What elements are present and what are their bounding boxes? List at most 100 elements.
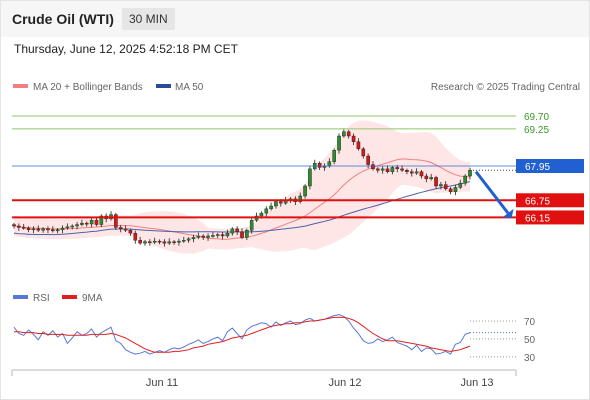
candle-body	[31, 228, 36, 231]
candle-body	[220, 234, 225, 237]
candle-body	[177, 240, 181, 243]
candle-body	[114, 214, 118, 228]
forecast-arrow-head	[502, 208, 514, 218]
rsi-ma-line	[14, 316, 471, 353]
candle-body	[395, 167, 400, 170]
candle-body	[356, 141, 361, 150]
current-price-tag	[516, 159, 584, 173]
candle-body	[75, 224, 79, 227]
candle-body	[332, 150, 336, 162]
candle-body	[361, 148, 366, 157]
candle-body	[453, 187, 458, 192]
candle-body	[17, 225, 21, 228]
candle-body	[240, 231, 244, 238]
candle-body	[468, 170, 472, 177]
price-levels: 69.70 69.25 67.95 66.75 66.15	[12, 112, 584, 225]
rsi-tick-30: 30	[524, 353, 536, 364]
candle-body	[148, 241, 152, 243]
candle-body	[152, 240, 157, 243]
rsi-line	[13, 314, 471, 355]
candle-body	[376, 168, 380, 171]
candle-body	[390, 167, 395, 172]
candle-body	[308, 168, 312, 187]
candle-body	[186, 238, 191, 241]
candle-body	[259, 212, 264, 217]
candle-body	[172, 241, 176, 243]
candle-body	[385, 168, 390, 172]
ma20-legend-swatch	[13, 84, 28, 88]
candle-body	[298, 195, 303, 202]
candle-body	[138, 240, 142, 244]
time-axis: Jun 11 Jun 12 Jun 13	[11, 369, 517, 389]
candle-body	[245, 230, 249, 238]
candle-body	[269, 205, 273, 210]
candle-body	[211, 235, 215, 237]
candle-body	[366, 155, 370, 165]
support-tag-2	[516, 210, 584, 225]
candle-body	[351, 135, 356, 142]
watermark: Research © 2025 Trading Central	[431, 82, 580, 93]
rsi-ma-legend-label: 9MA	[82, 293, 103, 304]
support-tag-1	[516, 193, 584, 208]
candle-body	[414, 171, 419, 174]
x-tick-jun11: Jun 11	[146, 377, 178, 389]
candle-body	[84, 222, 89, 225]
candle-body	[36, 228, 41, 231]
candle-body	[458, 182, 463, 188]
candle-body	[342, 131, 346, 137]
candle-body	[99, 215, 104, 225]
candle-body	[434, 177, 438, 187]
support-label-1: 66.75	[525, 196, 550, 207]
candle-body	[264, 208, 269, 214]
support-label-2: 66.15	[525, 213, 550, 224]
candle-body	[371, 164, 375, 170]
candle-body	[337, 135, 341, 151]
candle-body	[70, 225, 75, 228]
candle-body	[249, 220, 254, 231]
candle-body	[123, 228, 128, 231]
candle-body	[143, 241, 147, 244]
forecast-arrow-shaft	[474, 170, 510, 215]
ma20-legend-label: MA 20 + Bollinger Bands	[33, 82, 143, 93]
chart-header: Crude Oil (WTI) 30 MIN	[1, 1, 589, 37]
candle-body	[89, 220, 94, 225]
candle-body	[206, 235, 210, 238]
candle-body	[409, 171, 414, 174]
candle-body	[424, 175, 429, 180]
candle-body	[162, 241, 167, 244]
x-tick-jun13: Jun 13	[460, 377, 493, 389]
rsi-ma-legend-swatch	[62, 295, 77, 299]
candle-body	[133, 232, 138, 241]
rsi-legend-swatch	[13, 295, 28, 299]
candle-body	[41, 228, 45, 231]
candle-body	[181, 240, 186, 242]
timestamp: Thursday, June 12, 2025 4:52:18 PM CET	[14, 42, 238, 56]
candle-body	[167, 241, 172, 244]
candle-body	[215, 234, 220, 236]
candle-body	[94, 220, 99, 225]
current-price-label: 67.95	[525, 162, 550, 173]
candle-body	[279, 201, 283, 204]
candle-body	[230, 228, 235, 234]
x-tick-jun12: Jun 12	[328, 377, 361, 389]
candle-body	[400, 168, 404, 171]
price-plot	[12, 120, 472, 254]
rsi-legend-label: RSI	[33, 293, 50, 304]
rsi-tick-50: 50	[524, 335, 536, 346]
candle-body	[60, 227, 65, 230]
price-legend: MA 20 + Bollinger Bands MA 50 Research ©…	[13, 82, 580, 93]
candle-body	[327, 161, 332, 167]
candle-body	[51, 229, 55, 232]
ma50-legend-label: MA 50	[175, 82, 204, 93]
candle-body	[443, 184, 448, 190]
candle-body	[419, 171, 424, 177]
candle-body	[463, 175, 467, 184]
candle-body	[12, 224, 16, 227]
ma50-legend-swatch	[156, 84, 171, 88]
candle-body	[46, 228, 50, 231]
timeframe-button[interactable]: 30 MIN	[122, 8, 175, 30]
candle-body	[317, 162, 322, 168]
candle-body	[346, 131, 351, 137]
candle-body	[303, 185, 307, 197]
